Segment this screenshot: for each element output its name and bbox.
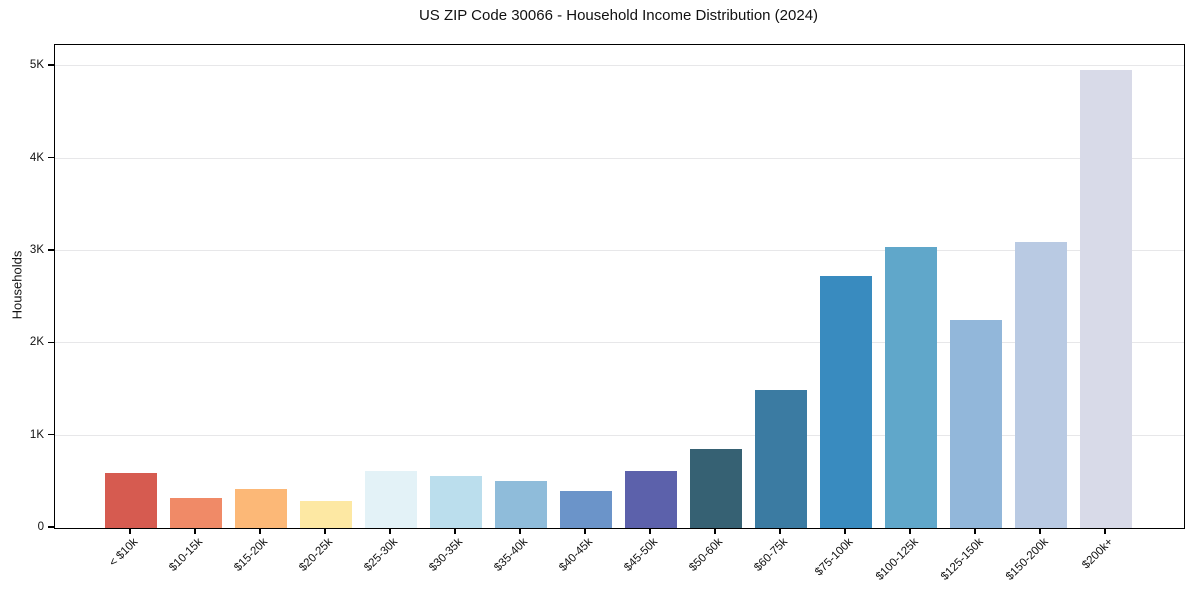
x-tick-mark xyxy=(324,528,326,534)
y-tick-mark xyxy=(48,64,54,66)
gridline-1K xyxy=(55,434,1184,436)
bar-$200k+ xyxy=(1080,69,1132,528)
y-tick-mark xyxy=(48,249,54,251)
x-tick-mark xyxy=(779,528,781,534)
y-axis-label: Households xyxy=(9,250,25,320)
x-tick-mark xyxy=(129,528,131,534)
x-tick-mark xyxy=(1104,528,1106,534)
bar-$15-20k xyxy=(235,489,287,528)
bar-$20-25k xyxy=(300,500,352,528)
bar-$75-100k xyxy=(820,275,872,528)
x-tick-mark xyxy=(714,528,716,534)
x-tick-mark xyxy=(454,528,456,534)
x-tick-label-$25-30k: $25-30k xyxy=(362,536,401,574)
bar-$30-35k xyxy=(430,476,482,528)
x-tick-label-$100-125k: $100-125k xyxy=(873,536,921,583)
bar-< $10k xyxy=(105,473,157,528)
x-tick-mark xyxy=(844,528,846,534)
x-tick-mark xyxy=(1039,528,1041,534)
y-tick-label-2K: 2K xyxy=(29,336,44,349)
bar-$35-40k xyxy=(495,481,547,528)
x-tick-mark xyxy=(584,528,586,534)
x-tick-label-$200k+: $200k+ xyxy=(1080,536,1116,572)
x-tick-mark xyxy=(909,528,911,534)
bar-$40-45k xyxy=(560,490,612,528)
bar-$10-15k xyxy=(170,498,222,528)
x-tick-label-$35-40k: $35-40k xyxy=(492,536,531,574)
x-tick-label-$125-150k: $125-150k xyxy=(938,536,986,583)
y-tick-label-3K: 3K xyxy=(29,243,44,256)
bar-$100-125k xyxy=(885,246,937,528)
x-tick-label-$40-45k: $40-45k xyxy=(557,536,596,574)
y-tick-mark xyxy=(48,156,54,159)
x-tick-label-$150-200k: $150-200k xyxy=(1003,536,1051,583)
x-tick-mark xyxy=(974,528,976,534)
y-tick-mark xyxy=(48,526,54,528)
bar-$45-50k xyxy=(625,470,677,528)
x-tick-label-$50-60k: $50-60k xyxy=(687,536,726,574)
plot-area xyxy=(54,44,1185,529)
bar-$25-30k xyxy=(365,470,417,528)
bar-$50-60k xyxy=(690,449,742,528)
gridline-2K xyxy=(55,342,1184,344)
chart-title: US ZIP Code 30066 - Household Income Dis… xyxy=(418,7,819,24)
gridline-4K xyxy=(55,157,1184,159)
x-tick-label-$75-100k: $75-100k xyxy=(813,536,856,579)
x-tick-label-$30-35k: $30-35k xyxy=(427,536,466,574)
x-tick-mark xyxy=(519,528,521,534)
y-tick-label-0: 0 xyxy=(37,521,44,533)
x-tick-mark xyxy=(259,528,261,534)
x-tick-mark xyxy=(389,528,391,534)
y-tick-mark xyxy=(48,341,54,344)
bar-$150-200k xyxy=(1015,242,1067,528)
x-tick-label-$60-75k: $60-75k xyxy=(752,536,791,574)
bar-$60-75k xyxy=(755,390,807,528)
bar-$125-150k xyxy=(950,319,1002,528)
y-tick-label-1K: 1K xyxy=(29,428,44,441)
gridline-3K xyxy=(55,249,1184,251)
y-tick-mark xyxy=(48,433,54,436)
y-tick-label-5K: 5K xyxy=(29,59,44,72)
x-tick-label-$10-15k: $10-15k xyxy=(167,536,206,574)
y-tick-label-4K: 4K xyxy=(29,151,44,164)
x-tick-label-$45-50k: $45-50k xyxy=(622,536,661,574)
gridline-5K xyxy=(55,65,1184,67)
x-tick-mark xyxy=(649,528,651,534)
x-tick-label-< $10k: < $10k xyxy=(107,536,141,570)
x-tick-mark xyxy=(194,528,196,534)
x-tick-label-$20-25k: $20-25k xyxy=(297,536,336,574)
x-tick-label-$15-20k: $15-20k xyxy=(232,536,271,574)
